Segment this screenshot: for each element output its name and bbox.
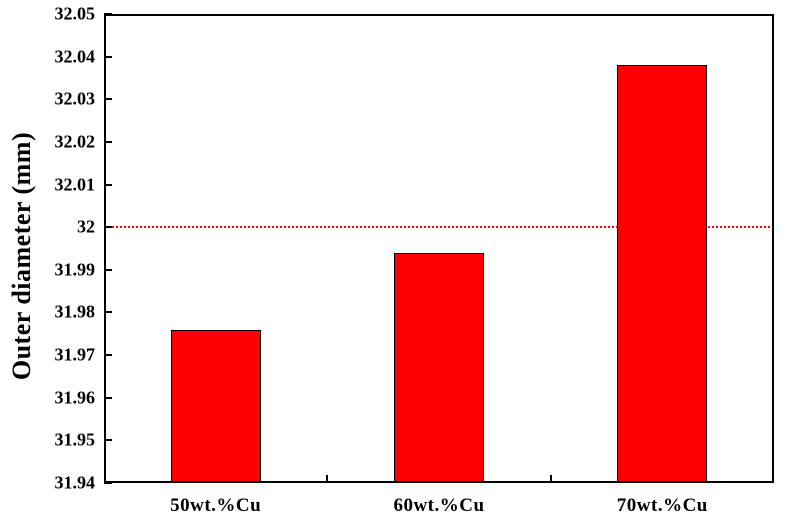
y-tick-label: 32.03 — [54, 88, 96, 109]
y-tick-mark — [104, 140, 112, 143]
y-tick-mark — [104, 98, 112, 101]
y-tick-label: 31.97 — [54, 344, 96, 365]
y-tick-label: 32.02 — [54, 131, 96, 152]
y-tick-mark — [104, 439, 112, 442]
y-tick-label: 31.98 — [54, 301, 96, 322]
y-tick-label: 31.96 — [54, 387, 96, 408]
y-tick-mark — [104, 226, 112, 229]
y-tick-mark — [104, 354, 112, 357]
reference-line — [104, 226, 774, 229]
y-tick-label: 32.05 — [54, 3, 96, 24]
y-tick-label: 32 — [77, 216, 95, 237]
y-tick-mark — [104, 13, 112, 15]
y-tick-label: 32.01 — [54, 174, 96, 195]
x-tick-mark — [326, 475, 329, 483]
y-tick-label: 31.99 — [54, 259, 96, 280]
y-tick-label: 32.04 — [54, 46, 96, 67]
x-axis: 50wt.%Cu 60wt.%Cu 70wt.%Cu — [0, 493, 793, 523]
y-tick-mark — [104, 183, 112, 186]
y-tick-mark — [104, 311, 112, 314]
x-category-label: 70wt.%Cu — [616, 495, 708, 516]
y-tick-label: 31.95 — [54, 429, 96, 450]
y-tick-mark — [104, 55, 112, 58]
bar — [394, 252, 484, 483]
x-tick-mark — [549, 475, 552, 483]
y-tick-mark — [104, 268, 112, 271]
y-tick-label: 31.94 — [54, 472, 96, 493]
x-category-label: 60wt.%Cu — [393, 495, 485, 516]
x-category-label: 50wt.%Cu — [170, 495, 262, 516]
y-tick-mark — [104, 396, 112, 399]
plot-area — [104, 13, 774, 484]
y-axis-title: Outer diameter (mm) — [7, 131, 36, 381]
bar — [617, 65, 708, 483]
bar — [170, 329, 261, 483]
y-tick-mark — [104, 482, 112, 484]
